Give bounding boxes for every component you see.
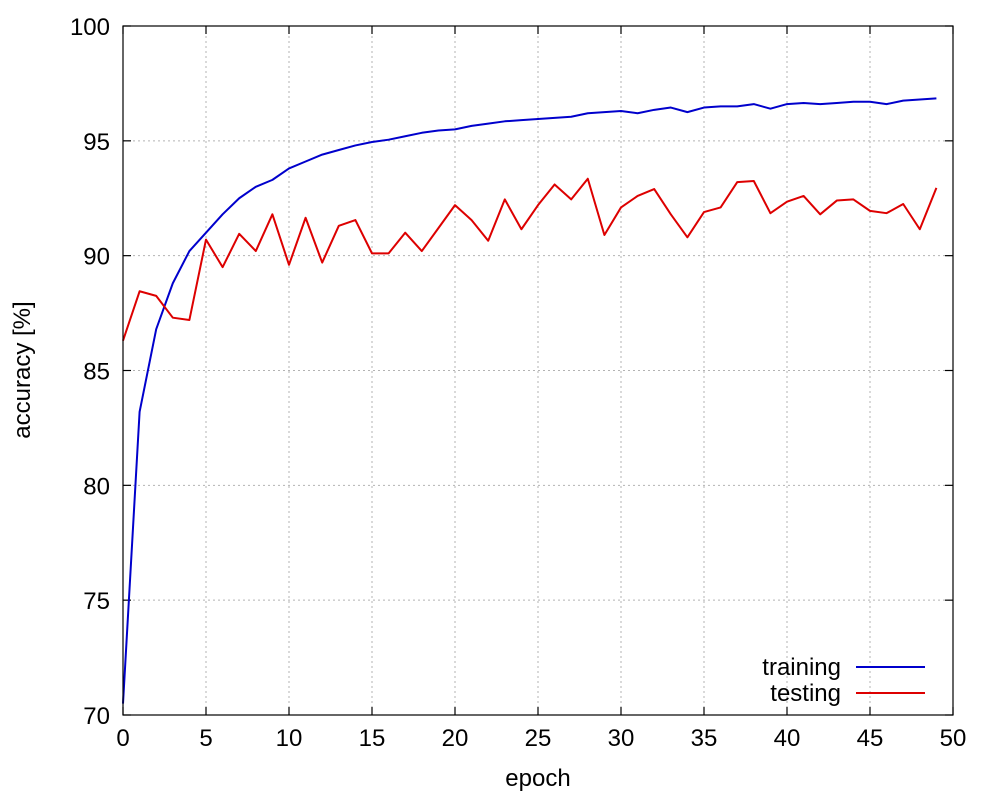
x-tick-label: 25 bbox=[525, 725, 552, 752]
x-tick-label: 30 bbox=[608, 725, 635, 752]
x-tick-label: 0 bbox=[116, 725, 129, 752]
series-testing-line bbox=[122, 177, 938, 341]
series-lines bbox=[122, 97, 938, 704]
y-tick-label: 75 bbox=[83, 588, 110, 615]
y-tick-label: 95 bbox=[83, 129, 110, 156]
plot-frame bbox=[122, 25, 954, 716]
x-tick-label: 20 bbox=[442, 725, 469, 752]
axis-ticks: 0 5 10 15 20 25 30 35 40 45 50 70 75 80 85 90 95 100 bbox=[70, 14, 966, 752]
x-tick-label: 35 bbox=[691, 725, 718, 752]
y-tick-label: 80 bbox=[83, 473, 110, 500]
grid bbox=[123, 26, 953, 715]
x-tick-label: 5 bbox=[199, 725, 212, 752]
x-tick-label: 10 bbox=[276, 725, 303, 752]
x-tick-label: 40 bbox=[774, 725, 801, 752]
x-tick-label: 50 bbox=[940, 725, 967, 752]
y-tick-label: 90 bbox=[83, 244, 110, 271]
y-tick-label: 70 bbox=[83, 703, 110, 730]
x-tick-label: 45 bbox=[857, 725, 884, 752]
x-tick-label: 15 bbox=[359, 725, 386, 752]
x-axis-label: epoch bbox=[505, 765, 570, 792]
series-training-line bbox=[122, 97, 937, 704]
y-tick-label: 100 bbox=[70, 14, 110, 41]
legend-label-training: training bbox=[762, 654, 841, 681]
legend-label-testing: testing bbox=[770, 680, 841, 707]
y-tick-label: 85 bbox=[83, 359, 110, 386]
y-axis-label: accuracy [%] bbox=[9, 301, 36, 438]
